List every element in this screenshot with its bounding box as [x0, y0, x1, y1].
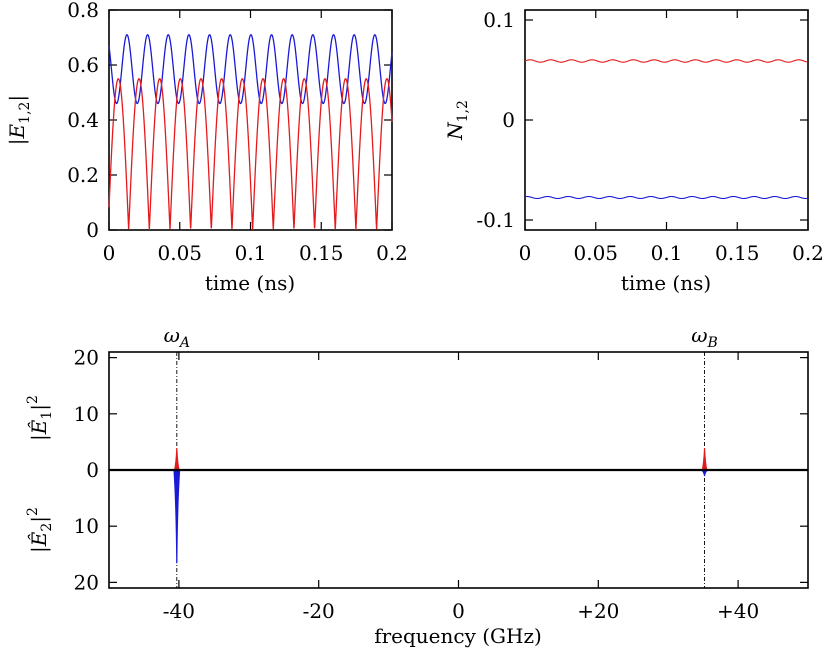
y-tick-label: 20	[74, 346, 99, 370]
x-tick-label: 0.1	[651, 241, 683, 265]
spectral-peak	[701, 448, 708, 471]
x-ticks: 0 0.05 0.1 0.15 0.2	[519, 10, 824, 265]
frequency-markers: ωA ωB	[164, 323, 718, 588]
x-tick-label: -40	[163, 599, 195, 623]
y-tick-label: 0.6	[67, 53, 99, 77]
x-tick-label: 0.1	[235, 241, 267, 265]
x-tick-label: +40	[717, 599, 759, 623]
y-tick-label: 20	[74, 570, 99, 594]
spectral-peak	[173, 469, 181, 564]
x-tick-label: 0	[519, 241, 532, 265]
y-tick-label: 0.8	[67, 0, 99, 22]
series-line-red	[524, 59, 809, 63]
plot-frame	[108, 9, 393, 231]
series-line-blue	[524, 195, 809, 200]
x-tick-label: 0.15	[299, 241, 344, 265]
x-tick-label: 0	[103, 241, 116, 265]
x-ticks: -40 -20 0 +20 +40	[163, 352, 759, 623]
y-axis-label-bottom: |Ê2|2	[25, 507, 55, 553]
y-tick-label: 0	[86, 218, 99, 242]
x-axis-label: frequency (GHz)	[374, 624, 542, 648]
spectrum-panel: ωA ωB -40 -20 0 +20 +40 20 10 0 10 20 frequency (…	[25, 323, 809, 648]
spectral-peak	[174, 448, 180, 471]
spectral-peaks	[173, 448, 708, 564]
marker-label: ωB	[691, 323, 718, 351]
y-ticks: 0 0.2 0.4 0.6 0.8	[67, 0, 392, 242]
x-tick-label: -20	[303, 599, 335, 623]
x-tick-label: 0.2	[376, 241, 408, 265]
y-tick-label: 0	[86, 458, 99, 482]
y-axis-label-top: |Ê1|2	[25, 395, 55, 441]
x-tick-label: 0.15	[715, 241, 760, 265]
series-line-red	[108, 78, 393, 230]
y-tick-label: -0.1	[476, 208, 515, 232]
y-tick-label: 10	[74, 514, 99, 538]
y-tick-label: 0.4	[67, 108, 99, 132]
x-axis-label: time (ns)	[205, 271, 295, 295]
carrier-density-panel: 0 0.05 0.1 0.15 0.2 -0.100.1 time (ns) N1,2	[443, 8, 824, 295]
y-ticks: 20 10 0 10 20	[74, 346, 808, 594]
y-ticks: -0.1 0 0.1	[476, 8, 808, 232]
x-tick-label: 0	[452, 599, 465, 623]
y-tick-label: 10	[74, 402, 99, 426]
y-tick-label: 0.1	[483, 8, 515, 32]
x-tick-label: 0.05	[573, 241, 618, 265]
y-tick-label: 0.2	[67, 163, 99, 187]
field-amplitude-panel: 0 0.05 0.1 0.15 0.2 00.20.40.60.8 time (ns) …	[5, 0, 408, 295]
x-ticks: 0 0.05 0.1 0.15 0.2	[103, 10, 408, 265]
x-tick-label: +20	[577, 599, 619, 623]
marker-label: ωA	[164, 323, 190, 351]
x-axis-label: time (ns)	[621, 271, 711, 295]
y-axis-label: |E1,2|	[5, 95, 33, 145]
series-line-blue	[108, 34, 393, 105]
y-tick-label: 0	[502, 108, 515, 132]
x-tick-label: 0.2	[792, 241, 824, 265]
y-axis-label: N1,2	[443, 100, 471, 141]
x-tick-label: 0.05	[157, 241, 202, 265]
